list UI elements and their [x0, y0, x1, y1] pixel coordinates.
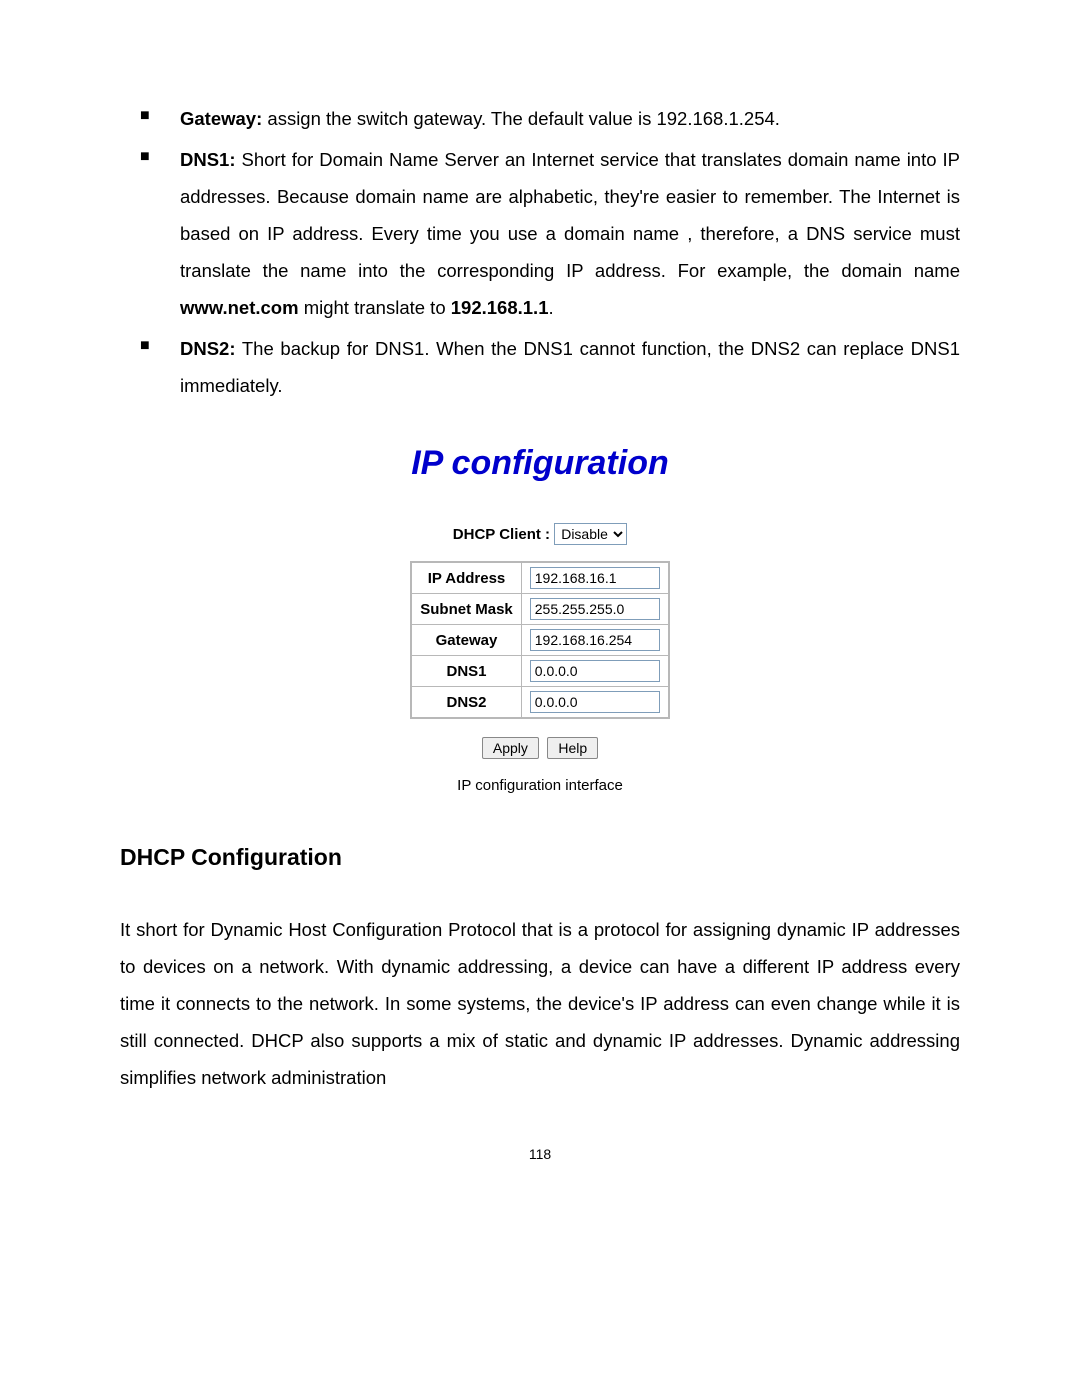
dhcp-section-heading: DHCP Configuration	[120, 844, 960, 871]
bullet-dns2: DNS2: The backup for DNS1. When the DNS1…	[140, 330, 960, 404]
bullet-gateway-text: assign the switch gateway. The default v…	[262, 108, 780, 129]
button-row: Apply Help	[120, 737, 960, 759]
input-dns2[interactable]	[530, 691, 660, 713]
bullet-dns1-text-c: .	[548, 297, 553, 318]
bullet-dns1-domain: www.net.com	[180, 297, 299, 318]
label-dns1: DNS1	[411, 656, 521, 687]
help-button[interactable]: Help	[547, 737, 598, 759]
page-number: 118	[120, 1146, 960, 1162]
label-dns2: DNS2	[411, 687, 521, 719]
row-gateway: Gateway	[411, 625, 669, 656]
input-ip-address[interactable]	[530, 567, 660, 589]
dhcp-section-paragraph: It short for Dynamic Host Configuration …	[120, 911, 960, 1096]
document-page: Gateway: assign the switch gateway. The …	[0, 0, 1080, 1222]
ip-config-block: IP configuration DHCP Client : Disable E…	[120, 444, 960, 794]
label-gateway: Gateway	[411, 625, 521, 656]
input-dns1[interactable]	[530, 660, 660, 682]
bullet-dns1-label: DNS1:	[180, 149, 236, 170]
dhcp-client-row: DHCP Client : Disable Enable	[120, 523, 960, 545]
bullet-gateway-label: Gateway:	[180, 108, 262, 129]
bullet-dns1-text-a: Short for Domain Name Server an Internet…	[180, 149, 960, 281]
bullet-dns2-text: The backup for DNS1. When the DNS1 canno…	[180, 338, 960, 396]
row-ip-address: IP Address	[411, 562, 669, 594]
bullet-dns1-ip: 192.168.1.1	[451, 297, 549, 318]
dhcp-client-select[interactable]: Disable Enable	[554, 523, 627, 545]
ip-config-table: IP Address Subnet Mask Gateway DNS1 DNS2	[410, 561, 670, 719]
label-ip-address: IP Address	[411, 562, 521, 594]
bullet-dns1: DNS1: Short for Domain Name Server an In…	[140, 141, 960, 326]
bullet-list: Gateway: assign the switch gateway. The …	[140, 100, 960, 404]
label-subnet-mask: Subnet Mask	[411, 594, 521, 625]
row-subnet-mask: Subnet Mask	[411, 594, 669, 625]
input-gateway[interactable]	[530, 629, 660, 651]
row-dns2: DNS2	[411, 687, 669, 719]
row-dns1: DNS1	[411, 656, 669, 687]
ip-config-caption: IP configuration interface	[120, 777, 960, 794]
bullet-dns2-label: DNS2:	[180, 338, 236, 359]
bullet-dns1-text-b: might translate to	[299, 297, 451, 318]
dhcp-client-label: DHCP Client :	[453, 526, 550, 543]
bullet-gateway: Gateway: assign the switch gateway. The …	[140, 100, 960, 137]
apply-button[interactable]: Apply	[482, 737, 539, 759]
input-subnet-mask[interactable]	[530, 598, 660, 620]
ip-config-title: IP configuration	[120, 444, 960, 483]
